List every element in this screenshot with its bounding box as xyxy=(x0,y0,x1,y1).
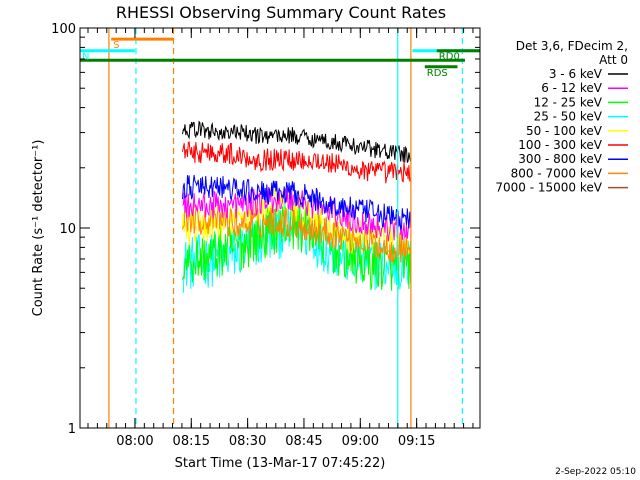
series-line-7 xyxy=(182,174,412,231)
flag-label-rd0: RD0 xyxy=(439,52,460,63)
y-tick-label-2: 10 xyxy=(59,222,76,237)
legend-label-5: 50 - 100 keV xyxy=(526,124,603,138)
legend-label-9: 7000 - 15000 keV xyxy=(495,181,602,195)
x-tick-label-6: 09:15 xyxy=(398,434,435,449)
y-tick-label-3: 100 xyxy=(51,22,76,37)
footer-date: 2-Sep-2022 05:10 xyxy=(555,467,636,477)
y-axis-label: Count Rate (s⁻¹ detector⁻¹) xyxy=(31,140,46,317)
flag-markers: S N RD0 RDS xyxy=(80,28,480,428)
legend-label-7: 300 - 800 keV xyxy=(518,152,602,166)
y-axis-ticks: 1 10 100 xyxy=(51,22,480,437)
x-tick-label-2: 08:15 xyxy=(173,434,210,449)
series-line-6 xyxy=(182,141,412,184)
legend-header-line-2: Att 0 xyxy=(599,53,628,67)
flag-label-s: S xyxy=(113,40,119,51)
x-axis-label: Start Time (13-Mar-17 07:45:22) xyxy=(175,456,386,471)
flag-label-n: N xyxy=(82,52,89,63)
legend-label-8: 800 - 7000 keV xyxy=(511,166,603,180)
plot-area: S N RD0 RDS xyxy=(80,28,480,428)
y-tick-label-1: 1 xyxy=(68,422,76,437)
series-layer xyxy=(182,120,412,293)
x-axis-ticks: 08:00 08:15 08:30 08:45 09:00 09:15 xyxy=(87,28,474,449)
x-tick-label-3: 08:30 xyxy=(229,434,266,449)
legend-label-1: 3 - 6 keV xyxy=(549,67,603,81)
flag-label-rds: RDS xyxy=(427,68,448,79)
legend-label-4: 25 - 50 keV xyxy=(534,110,603,124)
x-tick-label-5: 09:00 xyxy=(342,434,379,449)
chart-title: RHESSI Observing Summary Count Rates xyxy=(116,3,446,22)
x-tick-label-1: 08:00 xyxy=(116,434,153,449)
series-line-8 xyxy=(182,203,412,264)
legend-header-line-1: Det 3,6, FDecim 2, xyxy=(516,39,628,53)
series-line-5 xyxy=(182,188,412,257)
series-line-1 xyxy=(182,120,412,164)
legend-label-2: 6 - 12 keV xyxy=(541,81,603,95)
legend-label-3: 12 - 25 keV xyxy=(534,95,603,109)
x-tick-label-4: 08:45 xyxy=(285,434,322,449)
legend-label-6: 100 - 300 keV xyxy=(518,138,602,152)
